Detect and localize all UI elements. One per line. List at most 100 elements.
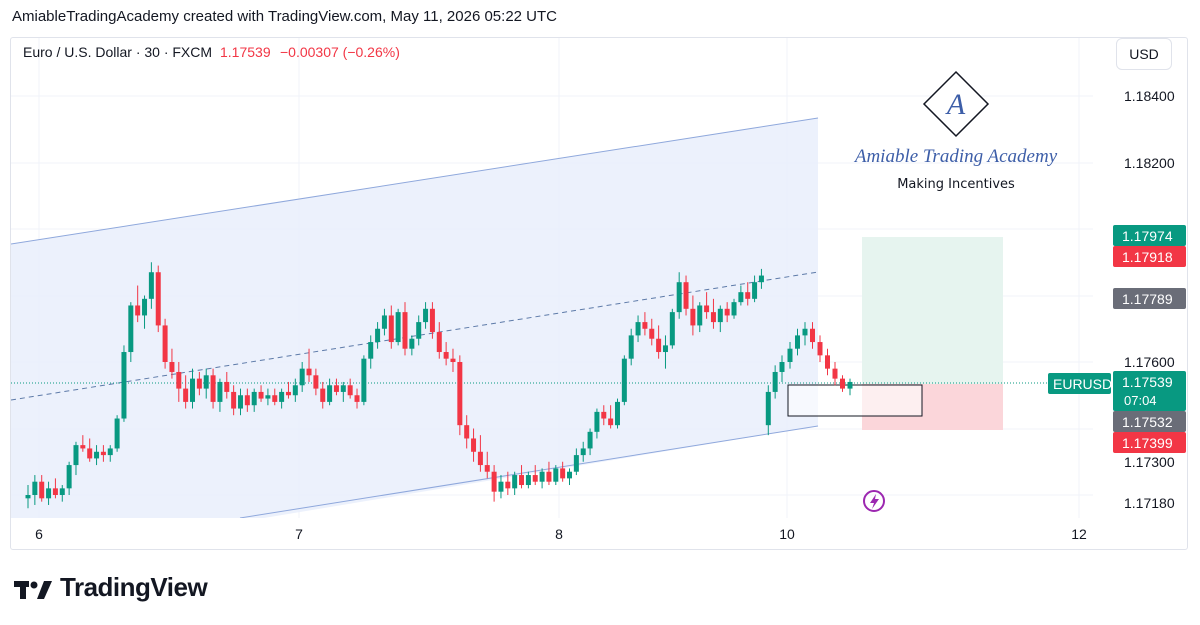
candle-body[interactable] [73,445,79,466]
channel-mid-line[interactable] [11,271,819,401]
candle-body[interactable] [100,451,106,456]
currency-button[interactable]: USD [1116,38,1172,70]
candle-body[interactable] [176,371,182,389]
candle-body[interactable] [621,358,627,402]
candle-body[interactable] [539,471,545,482]
candle-body[interactable] [52,488,58,495]
candle-body[interactable] [498,481,504,492]
candle-body[interactable] [121,352,127,419]
candle-body[interactable] [662,345,668,353]
candle-body[interactable] [265,395,271,399]
candle-body[interactable] [327,385,333,402]
candle-body[interactable] [450,358,456,362]
legend[interactable]: Euro / U.S. Dollar · 30 · FXCM 1.17539 −… [23,44,400,60]
candle-body[interactable] [525,475,531,486]
candle-body[interactable] [802,328,808,336]
candle-body[interactable] [471,438,477,452]
candle-body[interactable] [224,381,230,392]
candle-body[interactable] [395,312,401,343]
candle-body[interactable] [190,378,196,402]
candle-body[interactable] [772,371,778,392]
candle-body[interactable] [148,272,154,299]
candle-body[interactable] [402,312,408,349]
candle-body[interactable] [546,471,552,482]
candle-body[interactable] [608,418,614,426]
candle-body[interactable] [217,381,223,402]
candle-body[interactable] [810,328,815,343]
candle-body[interactable] [457,362,463,426]
candle-body[interactable] [738,292,744,303]
candle-body[interactable] [142,298,148,316]
candle-body[interactable] [787,348,793,362]
candle-body[interactable] [752,282,758,299]
candle-body[interactable] [847,381,853,389]
target-zone[interactable] [862,237,1003,384]
candle-body[interactable] [87,448,93,459]
candle-body[interactable] [32,481,38,495]
candle-body[interactable] [114,418,120,449]
candle-body[interactable] [409,338,415,349]
candle-body[interactable] [203,375,209,389]
candle-body[interactable] [107,448,113,456]
candle-body[interactable] [779,362,785,372]
candle-body[interactable] [758,275,764,283]
candle-body[interactable] [731,302,737,316]
candle-body[interactable] [59,488,65,495]
candle-body[interactable] [169,362,175,372]
candle-body[interactable] [183,388,189,402]
candle-body[interactable] [333,385,339,392]
candle-body[interactable] [354,395,360,402]
candle-body[interactable] [560,468,566,479]
candle-body[interactable] [361,358,367,402]
candle-body[interactable] [519,475,525,486]
lightning-icon[interactable] [863,490,885,512]
candle-body[interactable] [46,488,52,499]
candle-body[interactable] [676,282,682,313]
candle-body[interactable] [840,378,845,389]
candle-body[interactable] [340,385,346,392]
candle-body[interactable] [347,385,353,396]
candle-body[interactable] [375,328,381,343]
candle-body[interactable] [553,468,559,482]
candle-body[interactable] [80,445,86,449]
candle-body[interactable] [628,335,634,359]
y-axis[interactable]: 1.18400 1.18200 1.17600 1.17300 1.17180 [1124,88,1175,511]
candle-body[interactable] [388,315,394,343]
candle-body[interactable] [724,308,730,316]
candle-body[interactable] [231,391,237,409]
candle-body[interactable] [745,292,751,299]
candle-body[interactable] [580,448,586,456]
candle-body[interactable] [649,328,655,339]
candle-body[interactable] [587,431,593,449]
candle-body[interactable] [656,338,662,353]
symbol-tag[interactable]: EURUSD [1048,373,1112,394]
candle-body[interactable] [162,325,168,362]
candle-body[interactable] [244,395,250,406]
candle-body[interactable] [429,308,435,333]
candle-body[interactable] [313,375,319,389]
candles-group[interactable] [25,262,853,509]
candle-body[interactable] [251,391,257,406]
candle-body[interactable] [306,368,312,376]
candle-body[interactable] [567,471,573,479]
candle-body[interactable] [443,352,449,359]
candle-body[interactable] [614,401,620,426]
candle-body[interactable] [697,305,703,326]
candle-body[interactable] [683,282,689,309]
candle-body[interactable] [832,368,838,379]
candle-body[interactable] [258,391,264,399]
candle-body[interactable] [464,425,470,439]
candle-body[interactable] [381,315,387,329]
candle-body[interactable] [669,312,675,346]
candle-body[interactable] [135,305,141,316]
candle-body[interactable] [368,342,374,359]
candle-body[interactable] [196,378,202,389]
candle-body[interactable] [39,481,45,499]
candle-body[interactable] [66,465,72,489]
candle-body[interactable] [272,395,278,402]
candle-body[interactable] [423,308,429,323]
candle-body[interactable] [717,308,723,323]
candle-body[interactable] [505,481,511,489]
candle-body[interactable] [436,332,442,353]
